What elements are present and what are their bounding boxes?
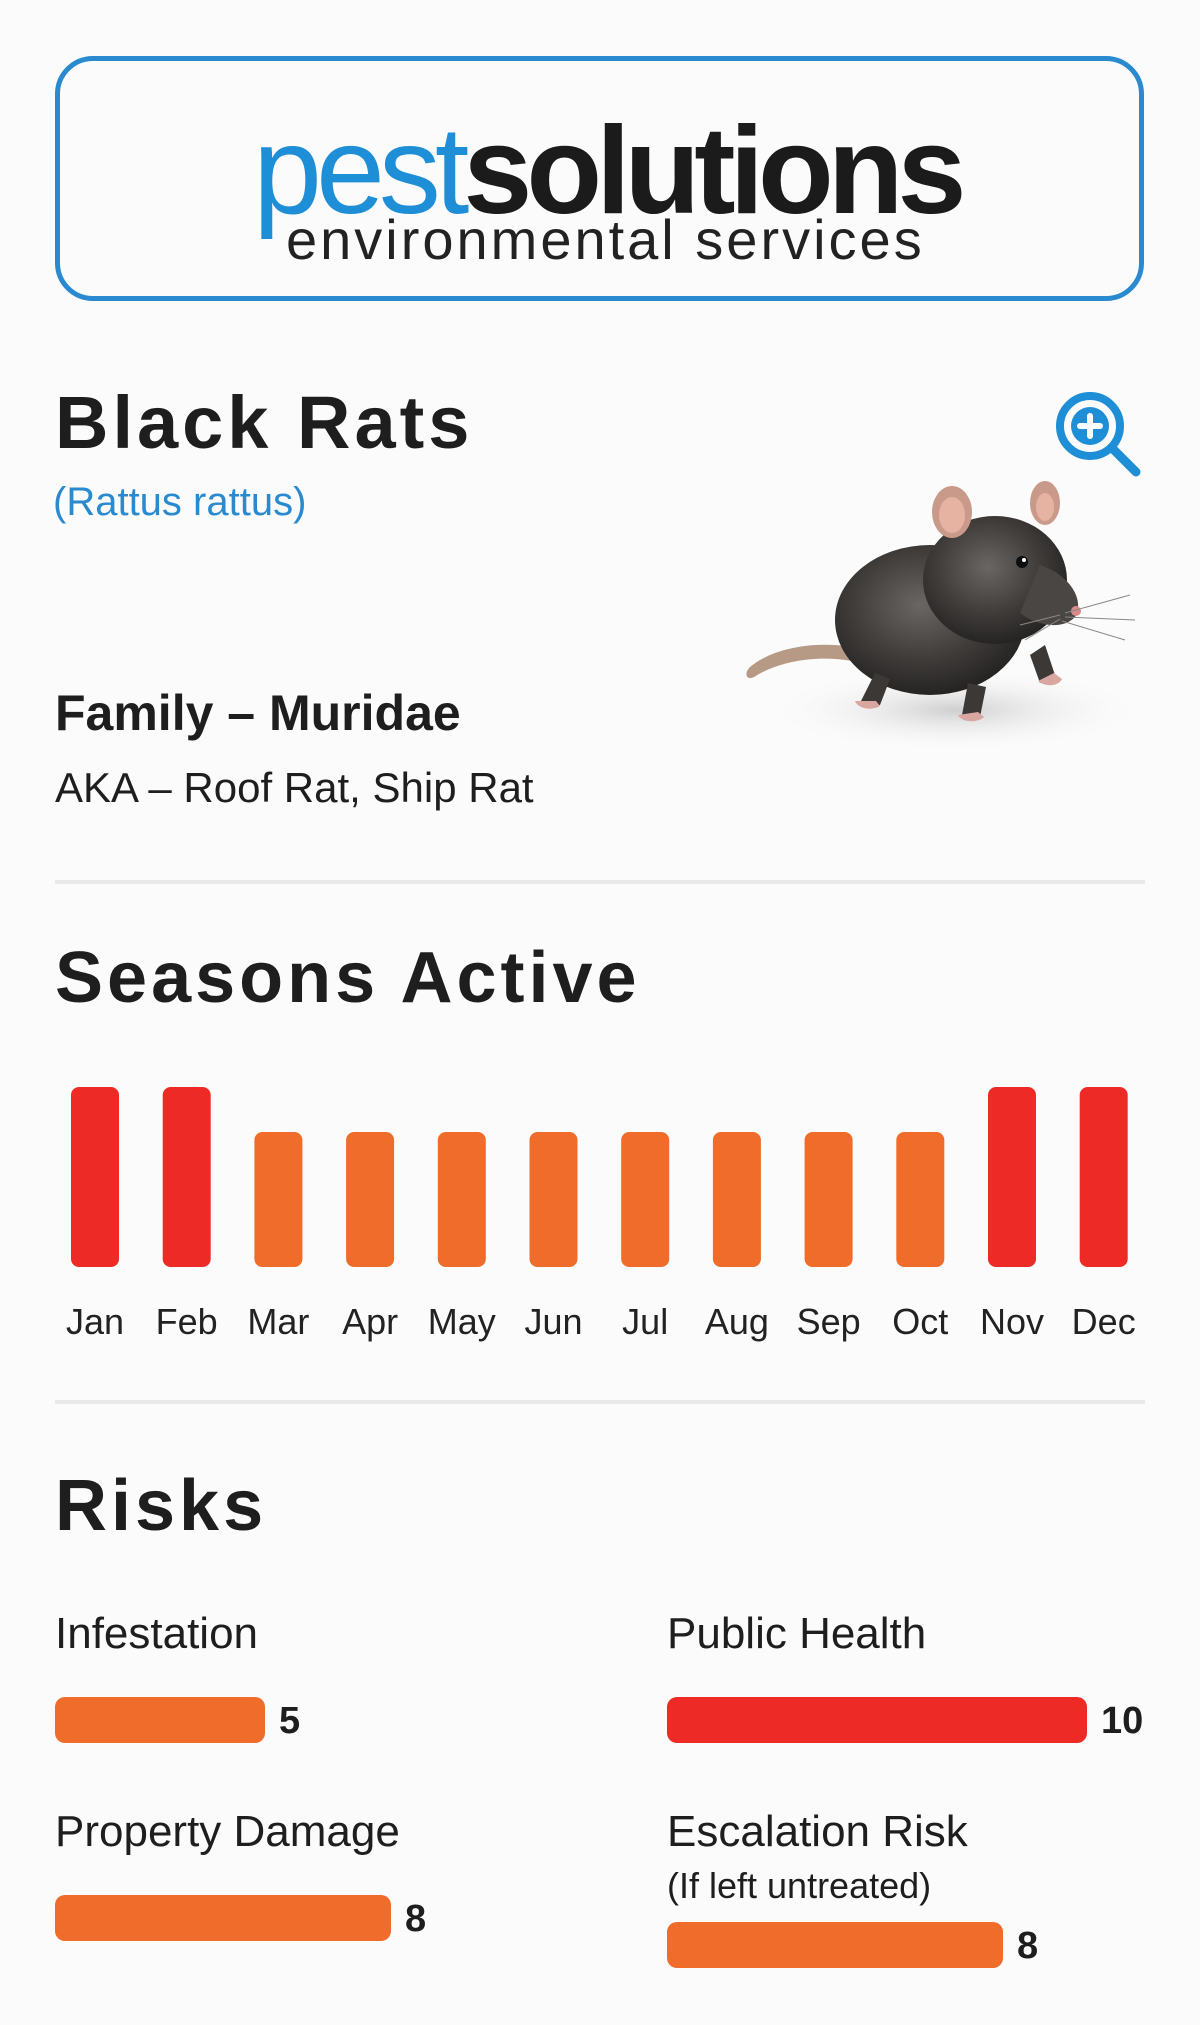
month-label: Mar [247,1301,309,1342]
logo-banner: pestsolutions environmental services [55,56,1144,301]
risk-property-damage-label: Property Damage [55,1807,400,1856]
month-label: May [428,1301,496,1342]
month-label: Dec [1072,1301,1136,1342]
month-label: Jan [66,1301,124,1342]
season-bar-aug [712,1132,761,1267]
season-bar-may [437,1132,486,1267]
season-bar-jun [529,1132,578,1267]
black-rat-photo[interactable] [740,435,1150,775]
risk-public-health-value: 10 [1101,1700,1144,1742]
season-bar-mar [254,1132,303,1267]
seasons-title: Seasons Active [55,938,641,1018]
month-label: Nov [980,1301,1044,1342]
section-divider [55,1400,1145,1404]
logo-tagline: environmental services [286,208,925,271]
logo-wordmark: pestsolutions [253,109,967,233]
month-label: Jun [524,1301,582,1342]
season-bar-jul [621,1132,670,1267]
risk-public-health-label: Public Health [667,1609,927,1658]
risk-escalation-value: 8 [1017,1925,1039,1967]
season-bar-apr [346,1132,395,1267]
month-label: Feb [156,1301,218,1342]
risk-escalation-label: Escalation Risk [667,1807,968,1856]
risk-public-health-bar [667,1697,1087,1743]
species-title: Black Rats [55,381,474,464]
risk-escalation-bar [667,1922,1003,1968]
season-bar-sep [804,1132,853,1267]
season-bar-nov [988,1087,1036,1267]
risk-property-damage-bar [55,1895,391,1941]
month-label: Apr [342,1301,398,1342]
month-label: Aug [705,1301,769,1342]
family-name: Family – Muridae [55,685,461,741]
risks-title: Risks [55,1466,268,1546]
risk-infestation-label: Infestation [55,1609,259,1658]
logo-brand-solutions: solutions [463,102,966,240]
aka-names: AKA – Roof Rat, Ship Rat [55,764,534,811]
risk-infestation-value: 5 [279,1700,301,1742]
season-bar-jan [71,1087,119,1267]
season-bar-dec [1079,1087,1128,1267]
scientific-name: (Rattus rattus) [53,480,307,524]
risk-escalation-note: (If left untreated) [667,1865,932,1906]
section-divider [55,880,1145,884]
logo-brand-pest: pest [253,102,469,240]
month-label: Jul [622,1301,668,1342]
seasons-chart: Jan Feb Mar Apr May Jun Jul Aug Sep Oct Nov Dec [66,1087,1136,1342]
season-bar-feb [162,1087,211,1267]
zoom-in-icon[interactable] [1052,388,1144,480]
month-label: Sep [797,1301,861,1342]
month-label: Oct [892,1301,948,1342]
risk-property-damage-value: 8 [405,1898,427,1940]
season-bar-oct [896,1132,945,1267]
risk-infestation-bar [55,1697,265,1743]
